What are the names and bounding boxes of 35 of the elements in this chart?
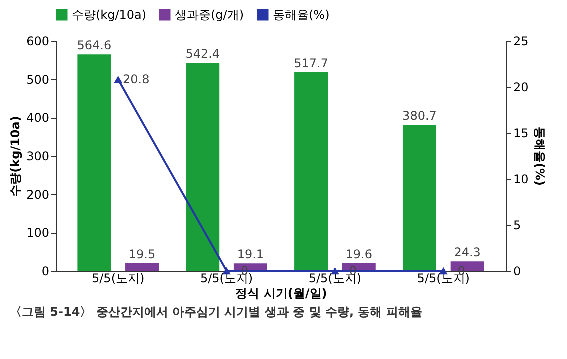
y2-tick-label: 25 (514, 34, 529, 48)
data-label: 564.6 (77, 38, 112, 53)
y2-axis-title: 동해율(%) (532, 127, 547, 186)
data-label: 380.7 (402, 109, 437, 124)
bar (78, 54, 112, 271)
y-tick-label: 400 (26, 111, 50, 126)
bar (186, 63, 220, 271)
legend-label: 수량(kg/10a) (72, 8, 147, 22)
x-axis-title: 정식 시기(월/일) (236, 286, 328, 300)
y2-tick-label: 5 (514, 218, 522, 232)
y-tick-label: 500 (26, 72, 50, 87)
y-axis-title: 수량(kg/10a) (8, 116, 23, 197)
y-tick-label: 200 (26, 188, 50, 202)
data-label: 20.8 (122, 72, 150, 87)
x-tick-label: 5/5(노지) (92, 272, 145, 286)
data-label: 19.1 (237, 248, 264, 262)
legend-label: 생과중(g/개) (175, 8, 244, 22)
y2-tick-label: 20 (514, 80, 529, 94)
data-label: 19.6 (346, 247, 372, 262)
data-label: 517.7 (294, 56, 328, 71)
y2-tick-label: 0 (514, 264, 522, 278)
y-tick-label: 100 (26, 226, 50, 240)
y2-tick-label: 15 (514, 126, 529, 140)
legend-label: 동해율(%) (273, 8, 330, 22)
data-label: 24.3 (454, 246, 481, 260)
bar (126, 264, 160, 271)
y2-tick-label: 10 (514, 172, 529, 186)
y-tick-label: 0 (42, 264, 50, 278)
data-label: 19.5 (128, 248, 156, 262)
bar (402, 125, 436, 271)
bar (294, 72, 328, 271)
y-tick-label: 600 (26, 34, 50, 48)
data-label: 542.4 (186, 47, 220, 62)
y-tick-label: 300 (26, 150, 50, 164)
text: 〈그림 5-14〉 중산간지에서 아주심기 시기별 생과 중 및 수량, 동해 피해율 (9, 304, 424, 321)
